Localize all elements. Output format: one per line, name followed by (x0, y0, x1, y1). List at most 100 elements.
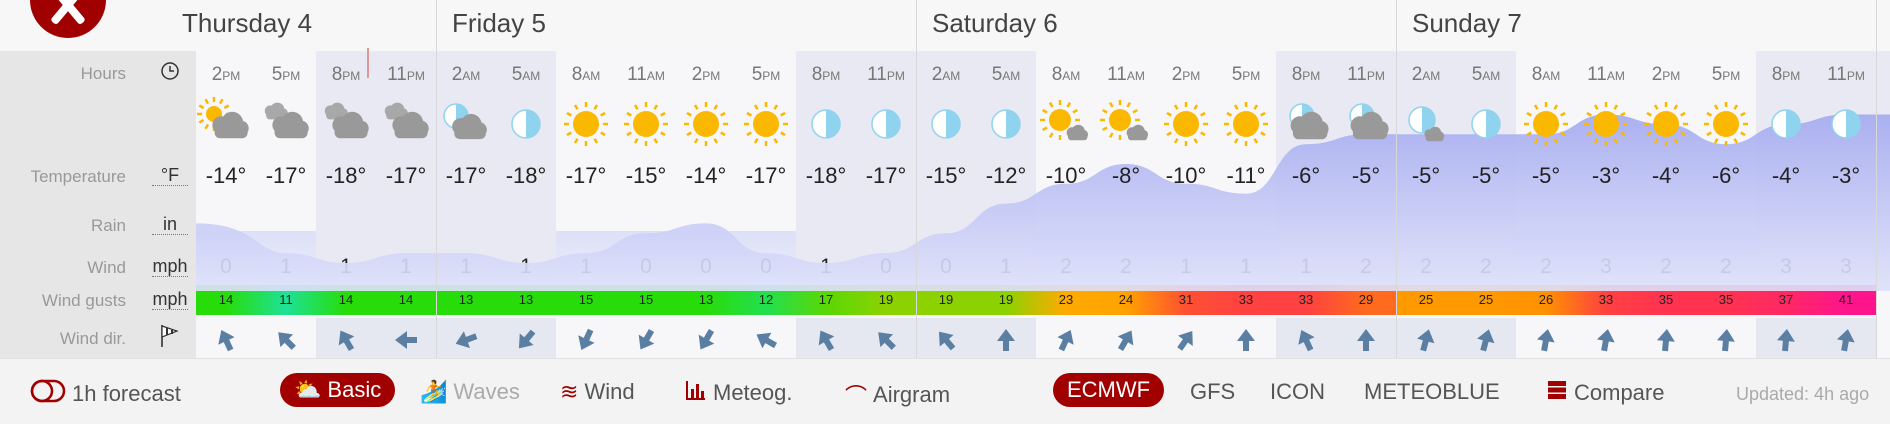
label-temperature: Temperature (30, 167, 126, 186)
temperature-area (196, 114, 1890, 291)
day-divider (916, 0, 917, 358)
tab-waves[interactable]: 🏄 Waves (420, 379, 520, 405)
wind-direction-arrow-icon (1396, 327, 1456, 353)
gusts-unit[interactable]: mph (152, 289, 188, 310)
clouds-icon (256, 96, 316, 152)
hour-ampm: PM (1366, 69, 1385, 83)
moon-icon (1816, 96, 1876, 152)
temperature-value: -18° (505, 163, 547, 188)
hour-ampm: AM (462, 69, 481, 83)
wind-direction-arrow-icon (1696, 327, 1756, 353)
temperature-value: -18° (805, 163, 847, 188)
model-icon[interactable]: ICON (1270, 379, 1325, 405)
hour-number: 8 (1531, 64, 1543, 85)
night-shade (316, 51, 376, 291)
day-header: Friday 5 (452, 8, 546, 38)
temperature-value: -17° (265, 163, 307, 188)
label-wind-dir: Wind dir. (59, 329, 126, 348)
temperature-value: -17° (745, 163, 787, 188)
hour-label: 2PM (676, 64, 736, 86)
hour-ampm: PM (822, 69, 841, 83)
app-logo[interactable] (30, 0, 106, 38)
temperature-value: -8° (1111, 163, 1141, 188)
day-header: Saturday 6 (932, 8, 1058, 38)
compare-button[interactable]: Compare (1546, 379, 1664, 407)
tab-airgram[interactable]: ⌒ Airgram (845, 379, 950, 411)
moon-icon (496, 96, 556, 152)
clouds-icon (376, 96, 436, 152)
temperature-unit[interactable]: °F (152, 165, 188, 186)
moon-icon (1756, 96, 1816, 152)
temperature-value: -10° (1165, 163, 1207, 188)
hour-label: 5PM (1696, 64, 1756, 86)
model-gfs[interactable]: GFS (1190, 379, 1235, 405)
hour-number: 5 (751, 64, 763, 85)
hour-ampm: PM (282, 69, 301, 83)
wind-direction-arrow-icon (1756, 327, 1816, 353)
night-shade (376, 51, 436, 291)
hour-ampm: PM (702, 69, 721, 83)
forecast-toggle[interactable]: 1h forecast (30, 379, 181, 409)
hour-ampm: AM (522, 69, 541, 83)
hour-ampm: PM (1722, 69, 1741, 83)
hour-number: 8 (811, 64, 823, 85)
compare-label: Compare (1574, 380, 1665, 405)
wind-direction-arrow-icon (796, 327, 856, 353)
wind-direction-arrow-icon (1216, 327, 1276, 353)
sun-icon (1216, 96, 1276, 152)
model-label: GFS (1190, 379, 1236, 404)
moon-bigcloud-icon (1336, 96, 1396, 152)
hour-number: 8 (1291, 64, 1303, 85)
hour-label: 8PM (1276, 64, 1336, 86)
current-time-marker (367, 48, 369, 78)
hour-label: 2PM (1156, 64, 1216, 86)
hour-ampm: PM (1242, 69, 1261, 83)
wind-direction-arrow-icon (616, 327, 676, 353)
label-rain: Rain (91, 216, 126, 235)
wind-direction-arrow-icon (916, 327, 976, 353)
temperature-value: -6° (1711, 163, 1741, 188)
hour-ampm: PM (222, 69, 241, 83)
night-shade (796, 51, 856, 291)
tab-label: Basic (327, 377, 382, 402)
tab-meteogram[interactable]: Meteog. (685, 379, 793, 407)
surfer-icon: 🏄 (420, 379, 448, 404)
hour-label: 11AM (616, 64, 676, 86)
hour-ampm: AM (1062, 69, 1081, 83)
hour-label: 11PM (1336, 64, 1396, 86)
temperature-value: -15° (625, 163, 667, 188)
wind-unit[interactable]: mph (152, 256, 188, 277)
sun-icon (736, 96, 796, 152)
temperature-value: -5° (1531, 163, 1561, 188)
day-header: Sunday 7 (1412, 8, 1522, 38)
hour-label: 11AM (1096, 64, 1156, 86)
sun-cloud-icon (196, 96, 256, 152)
hour-label: 5AM (1456, 64, 1516, 86)
wind-direction-arrow-icon (1096, 327, 1156, 353)
model-ecmwf[interactable]: ECMWF (1053, 373, 1165, 407)
rain-unit[interactable]: in (152, 214, 188, 235)
tab-wind[interactable]: ≋ Wind (560, 379, 635, 405)
clouds-icon (316, 96, 376, 152)
sun-icon (1156, 96, 1216, 152)
hour-ampm: AM (1606, 69, 1625, 83)
day-divider (1876, 0, 1877, 358)
temperature-value: -3° (1831, 163, 1861, 188)
toggle-icon (30, 379, 66, 409)
tab-basic[interactable]: ⛅ Basic (280, 373, 396, 407)
hour-ampm: AM (1126, 69, 1145, 83)
hour-label: 8PM (796, 64, 856, 86)
updated-status: Updated: 4h ago (1736, 384, 1870, 404)
wind-direction-arrow-icon (1276, 327, 1336, 353)
hour-label: 5AM (976, 64, 1036, 86)
wind-direction-arrow-icon (676, 327, 736, 353)
temperature-value: -5° (1351, 163, 1381, 188)
model-meteoblue[interactable]: METEOBLUE (1364, 379, 1500, 405)
model-label: ECMWF (1067, 377, 1151, 402)
temperature-value: -18° (325, 163, 367, 188)
sun-icon (1696, 96, 1756, 152)
hour-ampm: PM (886, 69, 905, 83)
row-labels: Hours Temperature °F Rain in Wind mph Wi… (0, 51, 196, 358)
wind-direction-arrow-icon (736, 327, 796, 353)
day-header: Thursday 4 (182, 8, 313, 38)
